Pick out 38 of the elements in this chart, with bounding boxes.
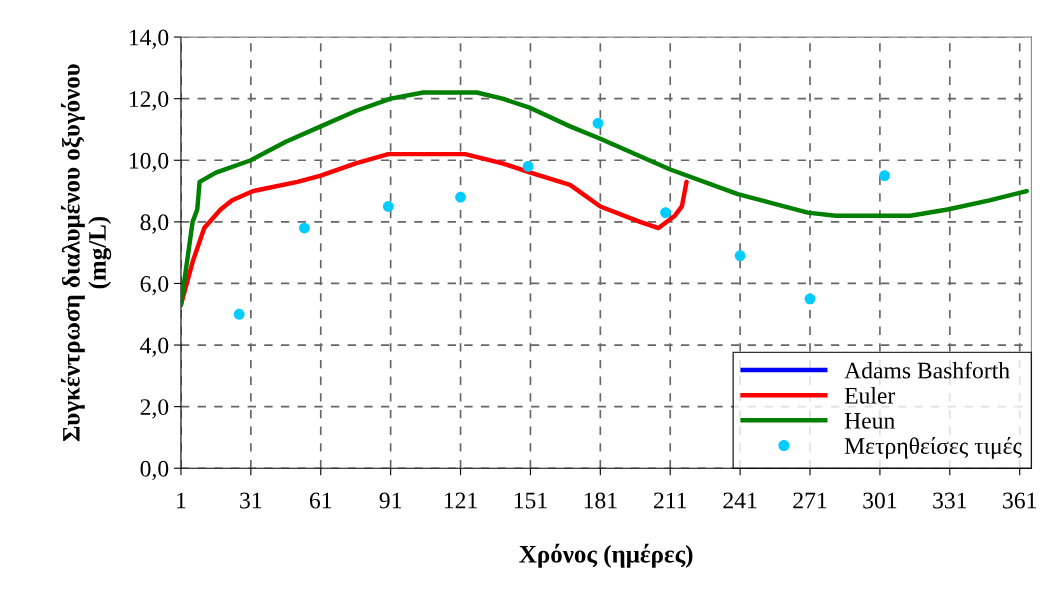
y-axis-title: Συγκέντρωση διαλυμένου οξυγόνου (mg/L) bbox=[60, 64, 112, 442]
point bbox=[734, 250, 746, 262]
legend-label: Adams Bashforth bbox=[844, 361, 1010, 379]
point bbox=[522, 161, 534, 172]
line-series bbox=[180, 90, 1029, 308]
y-tick-label: 0,0 bbox=[140, 460, 169, 481]
x-axis-title: Χρόνος (ημέρες) bbox=[519, 543, 693, 568]
x-tick-label: 31 bbox=[240, 492, 262, 509]
point bbox=[592, 117, 604, 129]
x-tick-label: 1 bbox=[177, 492, 186, 509]
y-tick-label: 4,0 bbox=[140, 337, 169, 357]
x-tick-label: 301 bbox=[863, 492, 897, 509]
y-tick-label: 8,0 bbox=[140, 214, 169, 234]
x-tick-label: 331 bbox=[933, 492, 967, 509]
point bbox=[660, 207, 671, 218]
x-tick-label: 181 bbox=[584, 492, 617, 509]
y-tick-label: 2,0 bbox=[140, 399, 169, 419]
x-tick-label: 211 bbox=[654, 492, 687, 509]
x-tick-label: 241 bbox=[723, 492, 757, 509]
x-tick-label: 151 bbox=[514, 492, 547, 509]
x-tick-label: 91 bbox=[379, 492, 402, 509]
x-tick-label: 61 bbox=[309, 492, 332, 509]
x-tick-label: 121 bbox=[444, 492, 477, 509]
legend-label: Heun bbox=[844, 413, 895, 429]
y-tick-label: 6,0 bbox=[140, 275, 169, 296]
point bbox=[299, 222, 310, 234]
legend-label: Euler bbox=[844, 387, 896, 404]
point bbox=[382, 201, 394, 212]
point bbox=[804, 293, 816, 305]
y-tick-label: 14,0 bbox=[129, 29, 169, 49]
x-tick-label: 271 bbox=[793, 492, 827, 509]
legend-label: Μετρηθείσες τιμές bbox=[844, 437, 1022, 459]
y-tick-label: 10,0 bbox=[129, 152, 169, 173]
x-tick-label: 361 bbox=[1003, 492, 1036, 509]
point bbox=[455, 191, 466, 203]
point bbox=[879, 170, 890, 182]
y-tick-label: 12,0 bbox=[129, 91, 169, 111]
point bbox=[233, 308, 245, 320]
